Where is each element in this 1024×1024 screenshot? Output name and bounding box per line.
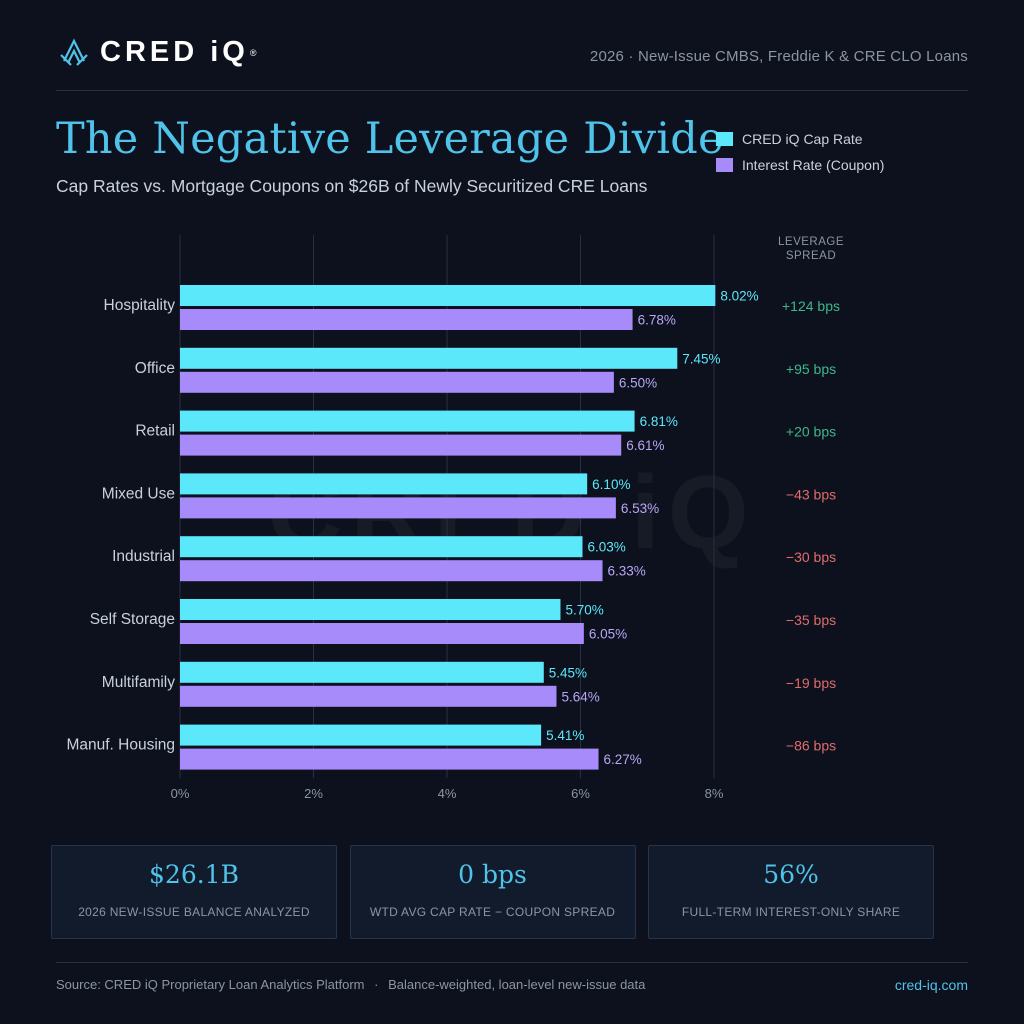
bar-cap-rate	[180, 347, 678, 369]
brand-logo[interactable]: CRED iQ ®	[58, 36, 256, 69]
value-label: 6.27%	[604, 752, 642, 767]
legend-item-coupon: Interest Rate (Coupon)	[716, 152, 884, 178]
chart-legend: CRED iQ Cap Rate Interest Rate (Coupon)	[716, 126, 884, 178]
value-label: 6.78%	[638, 313, 676, 328]
spread-label: +124 bps	[782, 298, 840, 314]
spread-label: −43 bps	[786, 486, 836, 502]
bar-coupon	[180, 497, 616, 519]
x-tick-label: 2%	[304, 786, 323, 801]
stat-label-io-share: FULL-TERM INTEREST-ONLY SHARE	[681, 905, 901, 919]
category-label: Hospitality	[104, 297, 176, 314]
x-tick-label: 4%	[438, 786, 457, 801]
stat-card-balance: $26.1B 2026 NEW-ISSUE BALANCE ANALYZED	[51, 845, 337, 939]
spread-label: −86 bps	[786, 738, 836, 754]
page-title: The Negative Leverage Divide	[56, 114, 724, 164]
footer-separator: ·	[374, 977, 379, 992]
category-label: Mixed Use	[102, 485, 175, 502]
footer-url-link[interactable]: cred-iq.com	[894, 977, 968, 993]
value-label: 8.02%	[720, 289, 758, 304]
value-label: 5.45%	[549, 665, 587, 680]
category-label: Office	[135, 360, 175, 377]
spread-header: SPREAD	[786, 250, 836, 262]
bar-chart: CRED iQ0%2%4%6%8%LEVERAGESPREADHospitali…	[66, 235, 844, 801]
x-tick-label: 0%	[171, 786, 190, 801]
spread-label: −30 bps	[786, 549, 836, 565]
bar-cap-rate	[180, 724, 542, 746]
bar-cap-rate	[180, 285, 716, 306]
bar-coupon	[180, 371, 614, 393]
value-label: 6.61%	[626, 438, 664, 453]
brand-reg-mark: ®	[249, 47, 257, 58]
legend-swatch-cap-rate	[716, 132, 733, 146]
category-label: Industrial	[112, 548, 175, 565]
brand-name: CRED iQ	[100, 36, 249, 68]
spread-label: +20 bps	[786, 424, 836, 440]
value-label: 5.41%	[546, 728, 584, 743]
stat-value-spread: 0 bps	[458, 860, 527, 889]
value-label: 6.10%	[592, 477, 630, 492]
legend-label-coupon: Interest Rate (Coupon)	[742, 157, 885, 173]
x-tick-label: 6%	[571, 786, 590, 801]
category-label: Self Storage	[90, 611, 175, 628]
logo-icon	[60, 38, 88, 66]
stat-value-balance: $26.1B	[149, 860, 239, 889]
bar-coupon	[180, 685, 557, 707]
spread-label: −35 bps	[786, 612, 836, 628]
bar-cap-rate	[180, 661, 544, 683]
bar-coupon	[180, 560, 603, 582]
bar-cap-rate	[180, 473, 588, 495]
value-label: 5.70%	[565, 603, 603, 618]
value-label: 6.05%	[589, 627, 627, 642]
bar-cap-rate	[180, 599, 561, 620]
stat-card-io-share: 56% FULL-TERM INTEREST-ONLY SHARE	[648, 845, 934, 939]
x-tick-label: 8%	[705, 786, 724, 801]
bar-coupon	[180, 748, 599, 770]
category-label: Multifamily	[102, 674, 175, 691]
footer-source: Source: CRED iQ Proprietary Loan Analyti…	[56, 977, 365, 992]
category-label: Retail	[135, 423, 175, 440]
bar-cap-rate	[180, 536, 583, 558]
stat-label-spread: WTD AVG CAP RATE − COUPON SPREAD	[369, 905, 616, 919]
stats-row: $26.1B 2026 NEW-ISSUE BALANCE ANALYZED 0…	[51, 845, 934, 941]
value-label: 6.50%	[619, 375, 657, 390]
spread-label: +95 bps	[786, 361, 836, 377]
value-label: 6.53%	[621, 501, 659, 516]
value-label: 6.81%	[640, 414, 678, 429]
stat-label-balance: 2026 NEW-ISSUE BALANCE ANALYZED	[78, 905, 310, 919]
legend-swatch-coupon	[716, 158, 733, 172]
stat-value-io-share: 56%	[763, 860, 819, 889]
legend-label-cap-rate: CRED iQ Cap Rate	[742, 131, 863, 147]
footer: Source: CRED iQ Proprietary Loan Analyti…	[56, 962, 968, 993]
spread-header: LEVERAGE	[778, 236, 844, 248]
value-label: 5.64%	[561, 689, 599, 704]
bar-cap-rate	[180, 410, 635, 432]
value-label: 6.03%	[588, 540, 626, 555]
header: CRED iQ ® 2026 · New-Issue CMBS, Freddie…	[56, 30, 968, 91]
footer-note: Balance-weighted, loan-level new-issue d…	[388, 977, 646, 992]
value-label: 6.33%	[608, 564, 646, 579]
spread-label: −19 bps	[786, 675, 836, 691]
bar-coupon	[180, 623, 584, 644]
bar-coupon	[180, 309, 633, 330]
footer-source-line: Source: CRED iQ Proprietary Loan Analyti…	[56, 977, 645, 992]
stat-card-spread: 0 bps WTD AVG CAP RATE − COUPON SPREAD	[349, 845, 636, 939]
page-subtitle: Cap Rates vs. Mortgage Coupons on $26B o…	[56, 176, 648, 196]
value-label: 7.45%	[682, 351, 720, 366]
legend-item-cap-rate: CRED iQ Cap Rate	[716, 126, 884, 152]
header-context: 2026 · New-Issue CMBS, Freddie K & CRE C…	[589, 48, 968, 65]
bar-coupon	[180, 434, 622, 456]
category-label: Manuf. Housing	[66, 737, 175, 754]
